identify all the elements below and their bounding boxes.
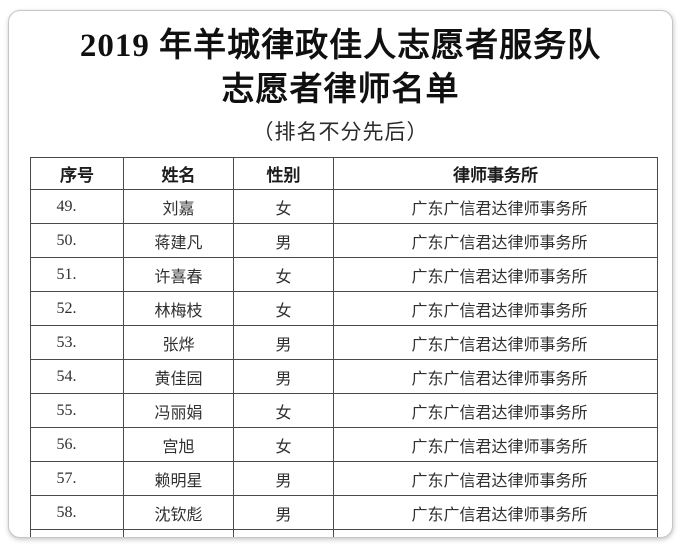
document-card: 2019 年羊城律政佳人志愿者服务队 志愿者律师名单 （排名不分先后） 序号 姓… [8, 10, 673, 538]
cell-index: 53. [30, 325, 124, 360]
table-body: 49. 刘嘉女广东广信君达律师事务所 50. 蒋建凡男广东广信君达律师事务所 51. 许喜… [30, 189, 658, 537]
table-row: 51. 许喜春女广东广信君达律师事务所 [30, 257, 658, 292]
table-row: 57. 赖明星男广东广信君达律师事务所 [30, 461, 658, 496]
cell-name: 宫旭 [123, 427, 234, 462]
cell-index: 50. [30, 223, 124, 258]
cell-empty [333, 529, 658, 537]
col-header-name: 姓名 [123, 157, 234, 190]
table-row: 50. 蒋建凡男广东广信君达律师事务所 [30, 223, 658, 258]
cell-gender: 女 [233, 393, 334, 428]
subtitle: （排名不分先后） [252, 120, 429, 144]
cell-index: 56. [30, 427, 124, 462]
cell-gender: 女 [233, 427, 334, 462]
col-header-gender: 性别 [233, 157, 334, 190]
cell-firm: 广东广信君达律师事务所 [333, 189, 658, 224]
col-header-firm: 律师事务所 [333, 157, 658, 190]
table-row: 52. 林梅枝女广东广信君达律师事务所 [30, 291, 658, 326]
table-row: 55. 冯丽娟女广东广信君达律师事务所 [30, 393, 658, 428]
table-row: 56. 宫旭女广东广信君达律师事务所 [30, 427, 658, 462]
cell-empty [30, 529, 124, 537]
cell-gender: 女 [233, 257, 334, 292]
cell-gender: 女 [233, 291, 334, 326]
page-title-line1: 2019 年羊城律政佳人志愿者服务队 [79, 28, 602, 64]
cell-name: 黄佳园 [123, 359, 234, 394]
cell-gender: 男 [233, 461, 334, 496]
cell-index: 49. [30, 189, 124, 224]
cell-firm: 广东广信君达律师事务所 [333, 427, 658, 462]
cell-firm: 广东广信君达律师事务所 [333, 461, 658, 496]
cell-gender: 男 [233, 495, 334, 530]
table-row: 49. 刘嘉女广东广信君达律师事务所 [30, 189, 658, 224]
cell-name: 蒋建凡 [123, 223, 234, 258]
table-row-partial [30, 529, 658, 537]
cell-name: 沈钦彪 [123, 495, 234, 530]
cell-empty [233, 529, 334, 537]
cell-name: 赖明星 [123, 461, 234, 496]
cell-firm: 广东广信君达律师事务所 [333, 325, 658, 360]
cell-gender: 男 [233, 223, 334, 258]
cell-firm: 广东广信君达律师事务所 [333, 257, 658, 292]
cell-empty [123, 529, 234, 537]
cell-name: 林梅枝 [123, 291, 234, 326]
cell-gender: 男 [233, 325, 334, 360]
col-header-index: 序号 [30, 157, 124, 190]
cell-gender: 男 [233, 359, 334, 394]
cell-name: 冯丽娟 [123, 393, 234, 428]
table-row: 53. 张烨男广东广信君达律师事务所 [30, 325, 658, 360]
page-title-line2: 志愿者律师名单 [221, 72, 460, 108]
cell-name: 许喜春 [123, 257, 234, 292]
lawyer-roster-table: 序号 姓名 性别 律师事务所 49. 刘嘉女广东广信君达律师事务所 50. 蒋建凡男广… [30, 157, 658, 537]
cell-name: 刘嘉 [123, 189, 234, 224]
cell-name: 张烨 [123, 325, 234, 360]
cell-index: 52. [30, 291, 124, 326]
cell-firm: 广东广信君达律师事务所 [333, 495, 658, 530]
cell-index: 55. [30, 393, 124, 428]
cell-index: 54. [30, 359, 124, 394]
cell-index: 57. [30, 461, 124, 496]
cell-index: 51. [30, 257, 124, 292]
cell-firm: 广东广信君达律师事务所 [333, 291, 658, 326]
header-row: 序号 姓名 性别 律师事务所 [30, 157, 658, 190]
cell-firm: 广东广信君达律师事务所 [333, 393, 658, 428]
table-row: 54. 黄佳园男广东广信君达律师事务所 [30, 359, 658, 394]
page-title: 2019 年羊城律政佳人志愿者服务队 志愿者律师名单 [9, 24, 672, 112]
cell-gender: 女 [233, 189, 334, 224]
table-row: 58. 沈钦彪男广东广信君达律师事务所 [30, 495, 658, 530]
cell-index: 58. [30, 495, 124, 530]
cell-firm: 广东广信君达律师事务所 [333, 223, 658, 258]
cell-firm: 广东广信君达律师事务所 [333, 359, 658, 394]
